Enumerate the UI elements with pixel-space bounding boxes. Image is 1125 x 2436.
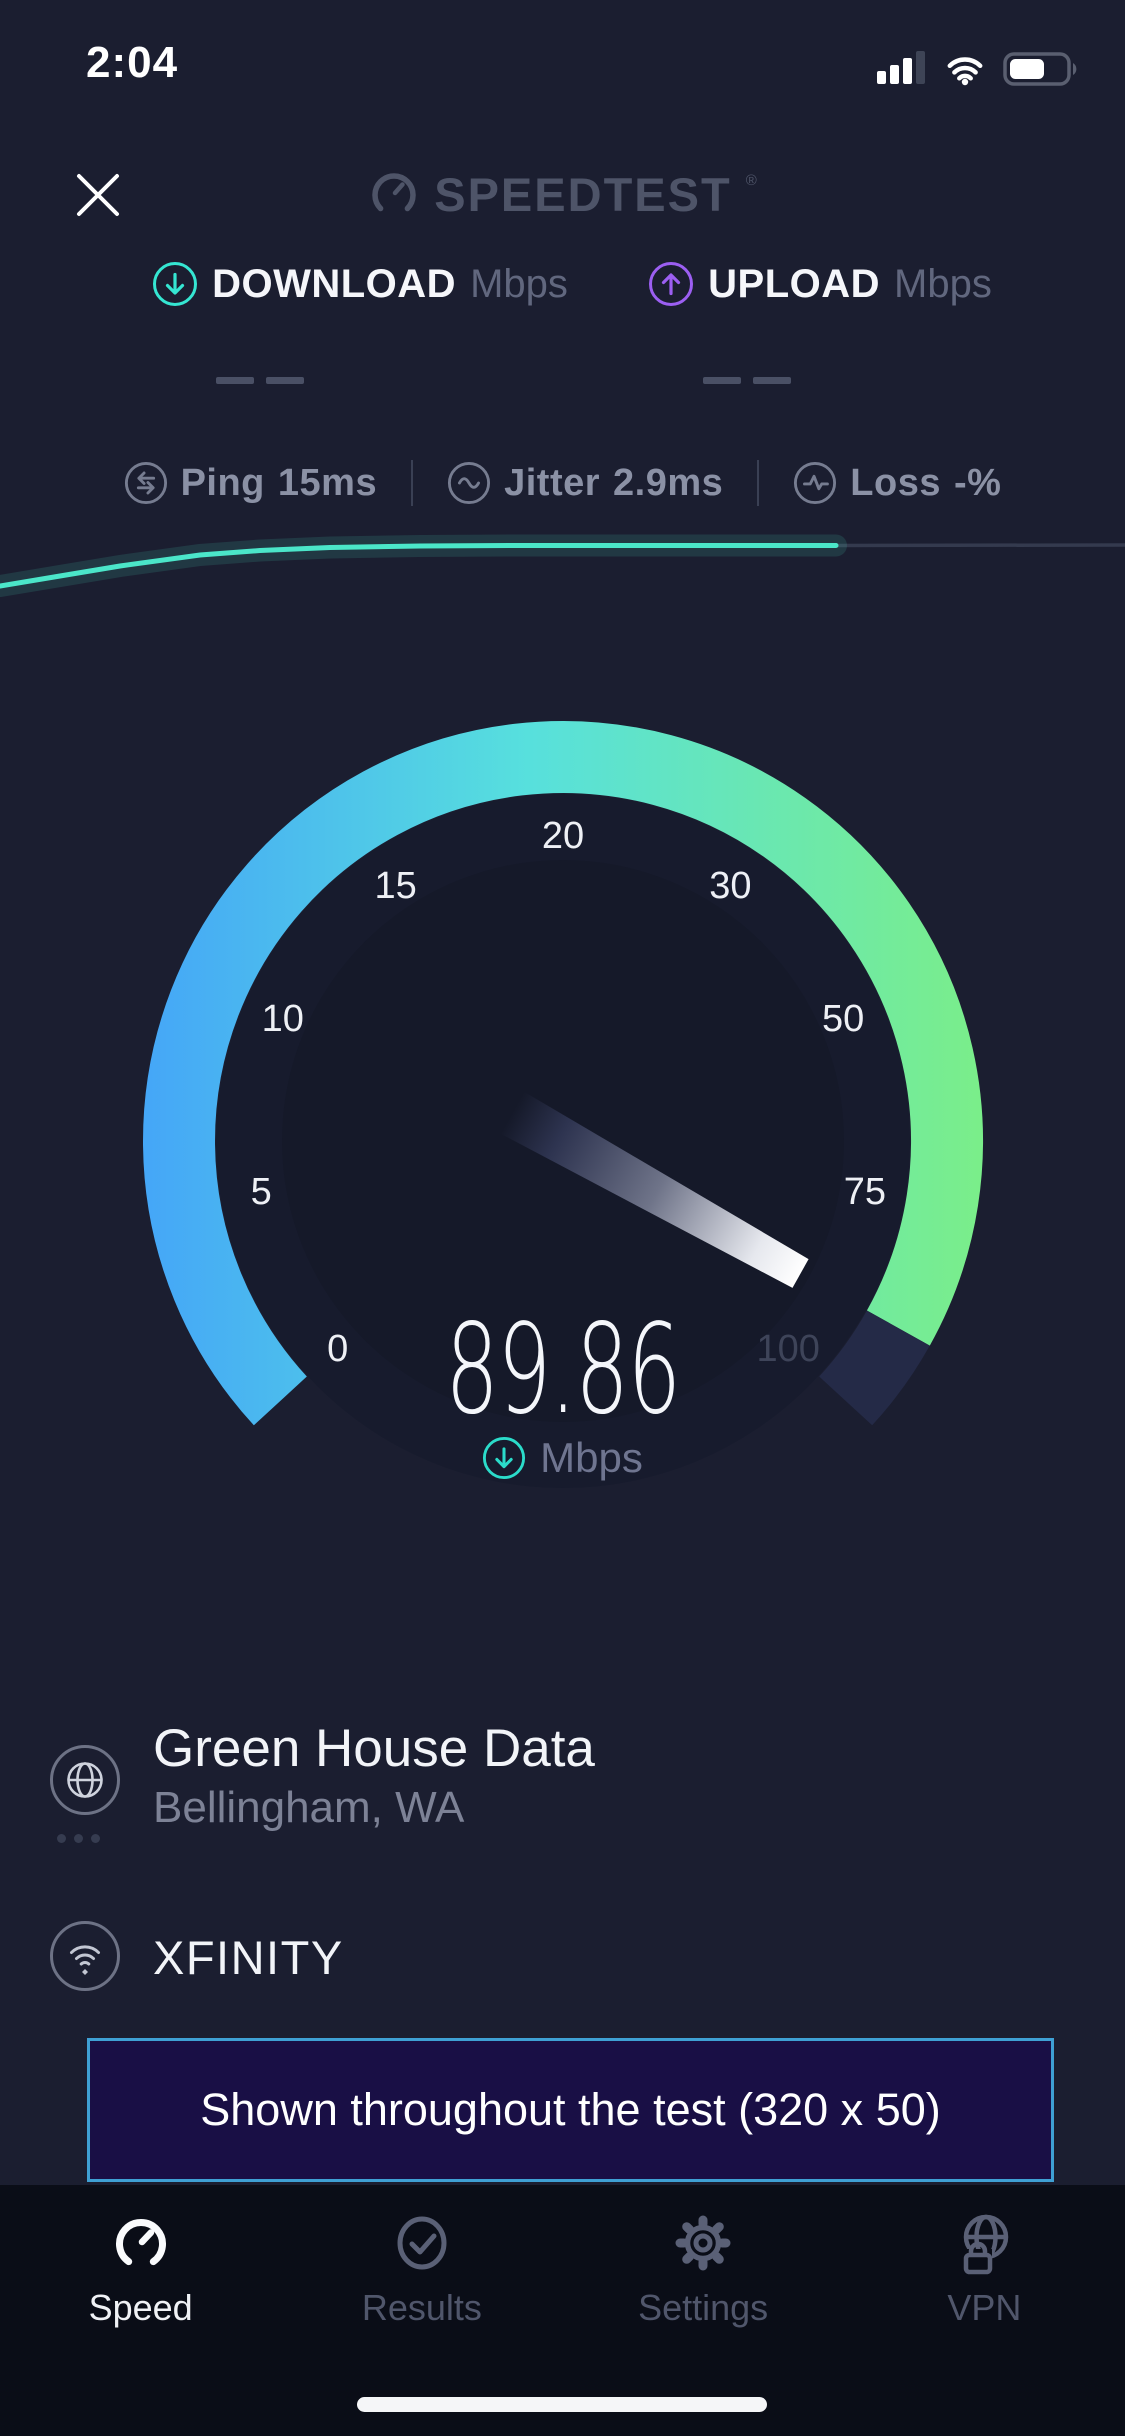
download-arrow-icon: [153, 262, 198, 306]
ping-icon: [124, 461, 167, 505]
ad-banner-text: Shown throughout the test (320 x 50): [200, 2084, 941, 2135]
gauge-tick-label: 20: [542, 815, 584, 857]
download-header: DOWNLOAD Mbps: [40, 256, 680, 312]
latency-stats-row: Ping 15ms Jitter 2.9ms Loss -%: [0, 456, 1125, 510]
loss-value: -%: [953, 461, 1002, 504]
tab-settings[interactable]: Settings: [563, 2211, 844, 2436]
battery-icon: [1003, 52, 1077, 86]
tab-results[interactable]: Results: [281, 2211, 562, 2436]
speed-gauge-icon: [115, 2219, 166, 2266]
download-unit: Mbps: [470, 261, 568, 306]
vpn-globe-lock-icon: [962, 2214, 1009, 2275]
gauge-tick-label: 15: [375, 865, 417, 907]
download-value-placeholder: [160, 368, 360, 392]
speed-progress-sparkline: [0, 534, 1125, 597]
gauge-tick-label: 50: [822, 998, 864, 1040]
tab-vpn-label: VPN: [947, 2287, 1022, 2328]
jitter-icon: [448, 461, 491, 505]
wifi-icon: [947, 57, 983, 86]
jitter-label: Jitter: [504, 461, 601, 504]
cellular-signal-icon: [877, 51, 925, 84]
speed-gauge: 0 5 10 15 20 30 50 75 100: [143, 721, 983, 1488]
home-indicator[interactable]: [357, 2397, 767, 2412]
jitter-stat: Jitter 2.9ms: [447, 461, 723, 505]
server-globe-icon: [50, 1745, 120, 1815]
tab-speed[interactable]: Speed: [0, 2211, 281, 2436]
server-location: Bellingham, WA: [153, 1783, 465, 1832]
close-button[interactable]: [60, 157, 136, 233]
divider: [411, 460, 414, 506]
upload-header: UPLOAD Mbps: [560, 256, 1080, 312]
upload-arrow-icon: [649, 262, 694, 306]
loss-stat: Loss -%: [793, 461, 1001, 505]
ping-stat: Ping 15ms: [124, 461, 378, 505]
upload-unit: Mbps: [894, 261, 992, 306]
trademark-mark: ®: [745, 172, 757, 189]
divider: [757, 460, 760, 506]
current-speed-unit: Mbps: [540, 1434, 643, 1481]
download-label: DOWNLOAD: [212, 261, 457, 306]
tab-results-label: Results: [361, 2287, 482, 2328]
loss-label: Loss: [850, 461, 941, 504]
tab-vpn[interactable]: VPN: [844, 2211, 1125, 2436]
gauge-tick-label: 75: [844, 1171, 886, 1213]
close-icon: [77, 174, 119, 216]
jitter-value: 2.9ms: [613, 461, 724, 504]
ping-label: Ping: [180, 461, 265, 504]
logo-text: SPEEDTEST: [434, 167, 732, 221]
tab-settings-label: Settings: [638, 2287, 769, 2328]
ping-value: 15ms: [277, 461, 378, 504]
gauge-tick-label: 5: [251, 1171, 272, 1213]
gauge-tick-label: 100: [757, 1328, 820, 1370]
current-speed-unit-row: Mbps: [0, 1434, 1125, 1482]
results-check-icon: [397, 2216, 447, 2270]
connection-ssid: XFINITY: [153, 1931, 344, 1984]
gauge-tick-label: 0: [327, 1328, 348, 1370]
tab-speed-label: Speed: [88, 2287, 193, 2328]
packet-loss-icon: [794, 461, 837, 505]
app-logo: SPEEDTEST ®: [0, 166, 1125, 222]
server-name: Green House Data: [153, 1719, 595, 1778]
gauge-needle: [500, 1091, 809, 1288]
download-arrow-icon: [483, 1436, 526, 1480]
status-icons: [877, 50, 1085, 88]
tab-bar: Speed Results Settings: [0, 2185, 1125, 2436]
gauge-tick-label: 10: [262, 998, 304, 1040]
current-speed-value: 89.86: [445, 1298, 681, 1442]
connection-wifi-icon: [50, 1921, 120, 1991]
gauge-tick-label: 30: [709, 865, 751, 907]
change-server-menu-dots[interactable]: [57, 1834, 100, 1843]
status-time: 2:04: [86, 38, 179, 87]
upload-label: UPLOAD: [708, 261, 881, 306]
ad-banner[interactable]: Shown throughout the test (320 x 50): [87, 2038, 1054, 2182]
upload-value-placeholder: [647, 368, 847, 392]
settings-gear-icon: [675, 2215, 731, 2271]
speedtest-gauge-logo-icon: [372, 173, 416, 212]
